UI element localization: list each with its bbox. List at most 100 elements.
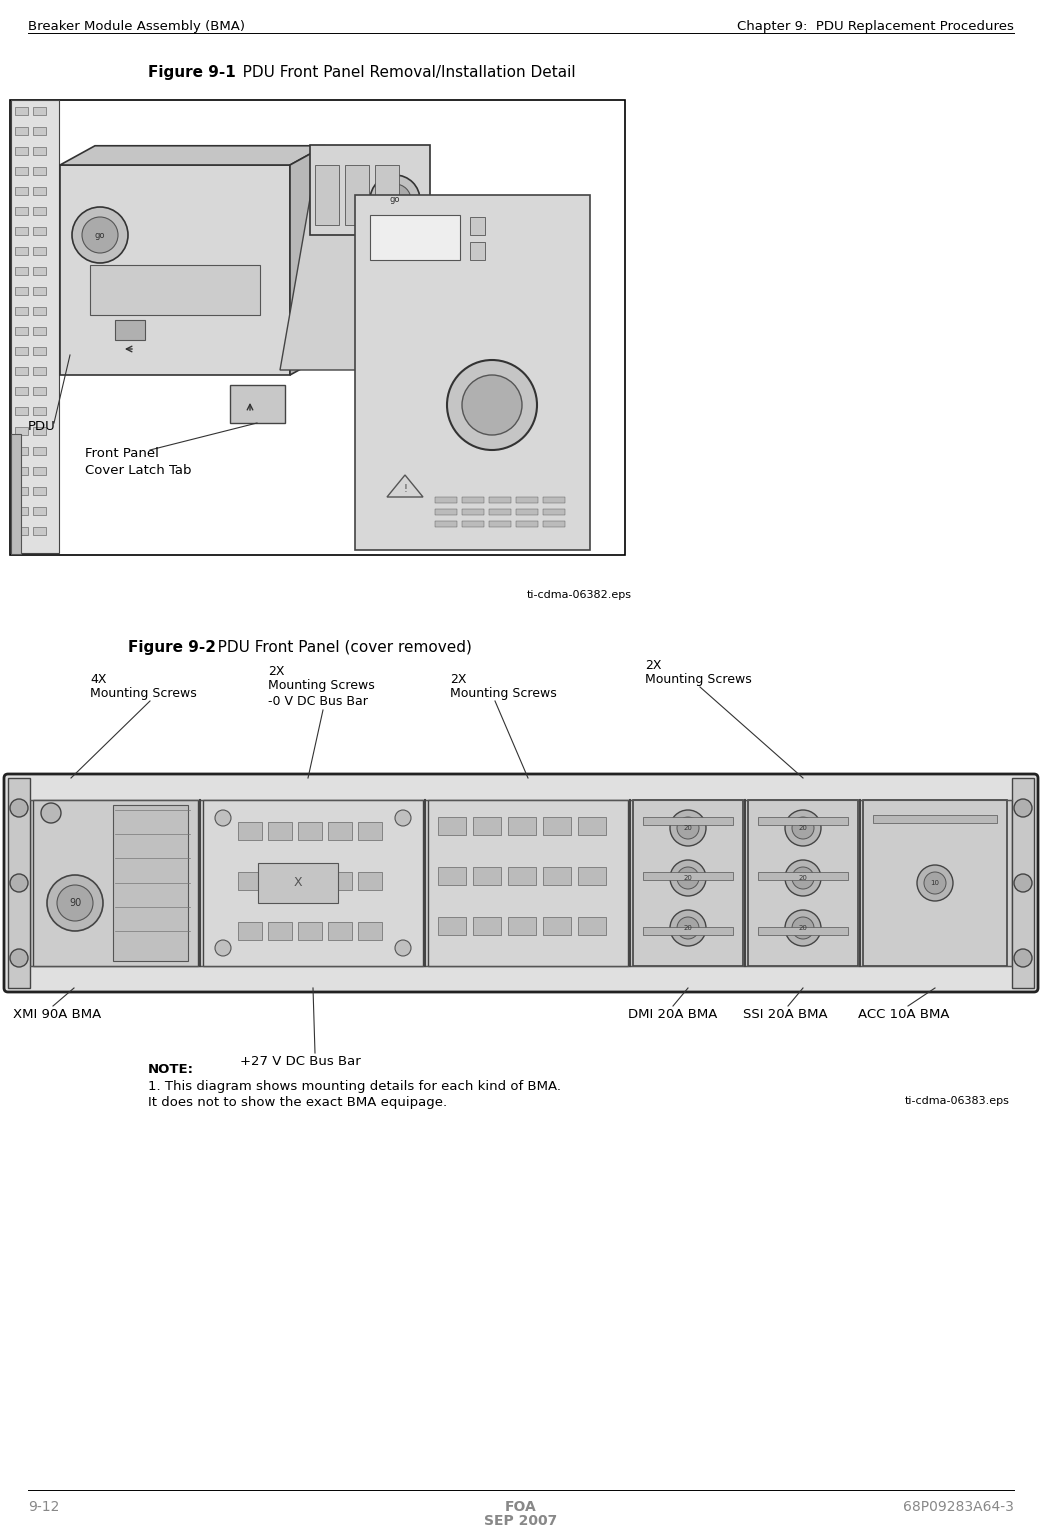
Text: 2X: 2X [268,664,284,678]
Bar [643,927,733,935]
Bar [298,872,322,890]
Bar [438,918,466,935]
Bar [268,822,292,840]
Bar [578,817,606,835]
Bar [113,805,188,960]
Bar [328,822,352,840]
Bar [15,166,28,176]
Bar [11,434,21,554]
Text: Mounting Screws: Mounting Screws [645,673,751,686]
Bar [15,447,28,455]
Text: -0 V DC Bus Bar: -0 V DC Bus Bar [268,695,368,709]
Bar [33,408,46,415]
Bar [15,247,28,255]
Bar [15,307,28,315]
Bar [543,867,571,886]
Bar [489,508,511,515]
Circle shape [72,208,128,263]
Bar [543,521,565,527]
Bar [33,447,46,455]
Bar [15,127,28,134]
Text: ti-cdma-06383.eps: ti-cdma-06383.eps [905,1096,1010,1106]
Bar [358,822,382,840]
Bar [15,327,28,334]
Bar [30,800,1012,967]
Bar [873,815,997,823]
Bar [15,366,28,376]
Text: 68P09283A64-3: 68P09283A64-3 [903,1500,1014,1513]
Text: 20: 20 [798,925,808,931]
Bar [115,321,145,341]
Bar [33,507,46,515]
Bar [15,107,28,115]
Bar [33,247,46,255]
Circle shape [379,183,411,215]
Text: 9-12: 9-12 [28,1500,59,1513]
Bar [508,867,536,886]
Bar [462,496,483,502]
Bar [15,386,28,395]
Circle shape [677,918,699,939]
Text: 10: 10 [931,880,940,886]
Bar [15,507,28,515]
Bar [578,918,606,935]
Bar [473,918,501,935]
Text: ACC 10A BMA: ACC 10A BMA [858,1008,949,1022]
Circle shape [82,217,118,253]
Bar [15,186,28,195]
Bar [370,215,460,260]
Bar [15,487,28,495]
Bar [328,872,352,890]
Bar [33,107,46,115]
Text: SSI 20A BMA: SSI 20A BMA [743,1008,827,1022]
Circle shape [41,803,61,823]
Bar [358,922,382,941]
Bar [543,508,565,515]
Bar [345,165,369,224]
Bar [470,217,485,235]
Bar [33,327,46,334]
Circle shape [792,918,814,939]
Circle shape [215,941,231,956]
Bar [15,428,28,435]
Bar [15,467,28,475]
Text: 2X: 2X [450,673,467,686]
Bar [758,872,848,880]
Text: 20: 20 [684,825,693,831]
Bar [462,508,483,515]
Text: 1. This diagram shows mounting details for each kind of BMA.: 1. This diagram shows mounting details f… [148,1080,561,1093]
Bar [438,867,466,886]
Circle shape [917,864,953,901]
Bar [298,922,322,941]
Text: Mounting Screws: Mounting Screws [450,687,556,699]
Text: !: ! [403,484,407,495]
Bar [489,521,511,527]
Bar [238,822,262,840]
Circle shape [462,376,522,435]
Bar [15,408,28,415]
Bar [643,817,733,825]
Circle shape [670,910,706,947]
Text: 2X: 2X [645,660,662,672]
Bar [11,99,59,553]
Bar [1012,777,1034,988]
Text: 20: 20 [684,875,693,881]
Text: Figure 9-1: Figure 9-1 [148,66,235,79]
Bar [328,922,352,941]
Circle shape [395,809,411,826]
Bar [33,800,198,967]
Bar [375,165,399,224]
Text: +27 V DC Bus Bar: +27 V DC Bus Bar [240,1055,361,1067]
Bar [758,927,848,935]
Bar [268,922,292,941]
Circle shape [447,360,537,450]
Bar [632,800,743,967]
Text: Mounting Screws: Mounting Screws [90,687,197,699]
Bar [438,817,466,835]
Circle shape [47,875,103,931]
Circle shape [370,176,420,224]
Bar [311,145,430,235]
FancyBboxPatch shape [4,774,1038,993]
Bar [33,467,46,475]
Bar [15,287,28,295]
